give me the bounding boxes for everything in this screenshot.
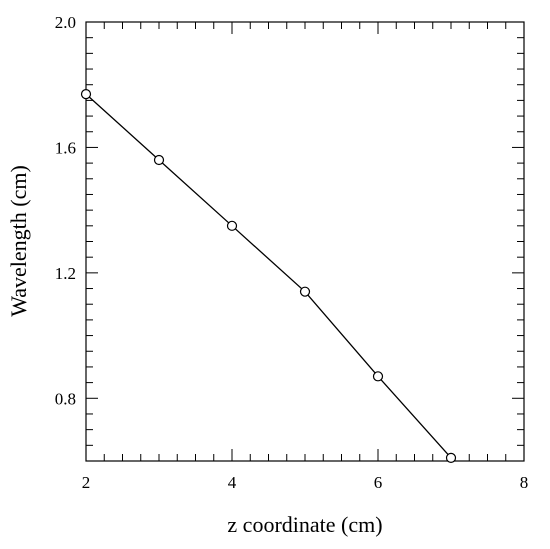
y-tick-label: 0.8 [55, 389, 76, 408]
y-axis-label: Wavelength (cm) [6, 165, 31, 317]
series-line [85, 93, 452, 459]
data-point [80, 89, 92, 100]
y-tick-label: 2.0 [55, 13, 76, 32]
y-tick-label: 1.6 [55, 138, 76, 157]
data-point [153, 154, 165, 166]
data-point [226, 220, 238, 231]
x-axis-label: z coordinate (cm) [227, 512, 382, 537]
x-tick-label: 2 [82, 473, 91, 492]
x-tick-label: 4 [228, 473, 237, 492]
x-tick-label: 6 [374, 473, 383, 492]
y-tick-label: 1.2 [55, 264, 76, 283]
axis-ticks [85, 21, 525, 462]
data-point [445, 452, 457, 463]
plot-frame [85, 21, 525, 462]
data-point [299, 286, 311, 297]
x-tick-label: 8 [520, 473, 529, 492]
data-series [80, 89, 457, 463]
data-point [372, 371, 384, 382]
tick-labels: 2 4 6 8 0.8 1.2 1.6 2.0 [55, 13, 529, 492]
